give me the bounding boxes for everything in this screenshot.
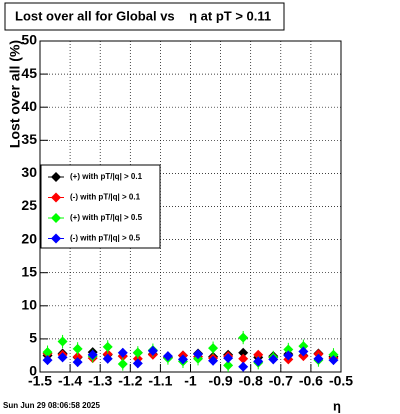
x-tick-label: -1.1	[148, 373, 172, 389]
legend-label: (+) with pT/|q| > 0.1	[70, 172, 143, 181]
data-point	[162, 351, 173, 362]
data-point	[238, 353, 249, 364]
data-point	[42, 355, 53, 366]
data-point	[208, 355, 219, 366]
data-point	[328, 355, 339, 366]
legend-label: (-) with pT/|q| > 0.1	[70, 193, 141, 202]
data-point	[72, 357, 83, 368]
data-point	[117, 347, 128, 358]
data-point	[177, 354, 188, 365]
data-point	[57, 336, 68, 347]
data-point	[72, 351, 83, 362]
data-point	[87, 349, 98, 360]
x-tick-label: -0.8	[239, 373, 263, 389]
legend-label: (+) with pT/|q| > 0.5	[70, 213, 143, 222]
data-point	[313, 353, 324, 364]
y-axis-label: Lost over all (%)	[7, 40, 23, 148]
legend-box	[40, 164, 161, 249]
y-tick-label: 30	[21, 164, 37, 180]
data-point	[253, 356, 264, 367]
data-point	[132, 347, 143, 358]
data-point	[223, 353, 234, 364]
data-point	[298, 346, 309, 357]
x-tick-label: -0.9	[209, 373, 233, 389]
x-tick-label: -0.7	[269, 373, 293, 389]
data-point	[238, 332, 249, 343]
data-point	[238, 361, 249, 372]
data-point	[42, 347, 53, 358]
y-tick-label: 50	[21, 32, 37, 48]
x-tick-label: -1.2	[118, 373, 142, 389]
y-tick-label: 5	[29, 330, 37, 346]
data-point	[117, 359, 128, 370]
y-tick-label: 15	[21, 263, 37, 279]
data-point	[72, 343, 83, 354]
data-point	[193, 349, 204, 360]
data-point	[132, 358, 143, 369]
data-point	[147, 345, 158, 356]
x-tick-label: -0.5	[329, 373, 353, 389]
chart-title: Lost over all for Global vs η at pT > 0.…	[15, 8, 271, 23]
data-point	[253, 349, 264, 360]
data-point	[268, 354, 279, 365]
data-point	[328, 349, 339, 360]
timestamp: Sun Jun 29 08:06:58 2025	[3, 401, 100, 410]
x-axis-label: η	[333, 398, 341, 413]
x-tick-label: -0.6	[299, 373, 323, 389]
y-tick-label: 25	[21, 197, 37, 213]
x-tick-label: -1.5	[28, 373, 52, 389]
y-tick-label: 0	[29, 363, 37, 379]
data-point	[283, 344, 294, 355]
data-point	[102, 353, 113, 364]
y-tick-label: 40	[21, 98, 37, 114]
x-tick-label: -1.4	[58, 373, 82, 389]
data-point	[238, 347, 249, 358]
data-point	[102, 341, 113, 352]
data-point	[208, 343, 219, 354]
title-box	[4, 2, 285, 31]
x-tick-label: -1.3	[88, 373, 112, 389]
y-tick-label: 20	[21, 230, 37, 246]
data-point	[298, 341, 309, 352]
data-point	[223, 360, 234, 371]
y-tick-label: 45	[21, 65, 37, 81]
y-tick-label: 10	[21, 297, 37, 313]
y-tick-label: 35	[21, 131, 37, 147]
x-tick-label: -1	[184, 373, 197, 389]
legend-label: (-) with pT/|q| > 0.5	[70, 234, 141, 243]
data-point	[57, 352, 68, 363]
data-point	[283, 350, 294, 361]
